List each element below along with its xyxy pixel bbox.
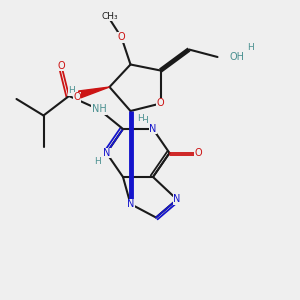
Text: CH₃: CH₃: [101, 12, 118, 21]
Text: H: H: [141, 116, 147, 125]
Text: O: O: [58, 61, 65, 71]
Text: N: N: [149, 124, 157, 134]
Text: N: N: [103, 148, 110, 158]
Text: H: H: [248, 44, 254, 52]
Text: O: O: [118, 32, 125, 43]
Text: NH: NH: [92, 104, 106, 115]
Text: O: O: [194, 148, 202, 158]
Text: H: H: [68, 86, 75, 95]
Text: N: N: [173, 194, 181, 205]
Text: O: O: [74, 92, 81, 103]
Polygon shape: [79, 87, 110, 98]
Text: O: O: [157, 98, 164, 109]
Text: N: N: [127, 199, 134, 209]
Text: H: H: [137, 114, 144, 123]
Text: OH: OH: [230, 52, 244, 62]
Text: H: H: [94, 157, 101, 166]
